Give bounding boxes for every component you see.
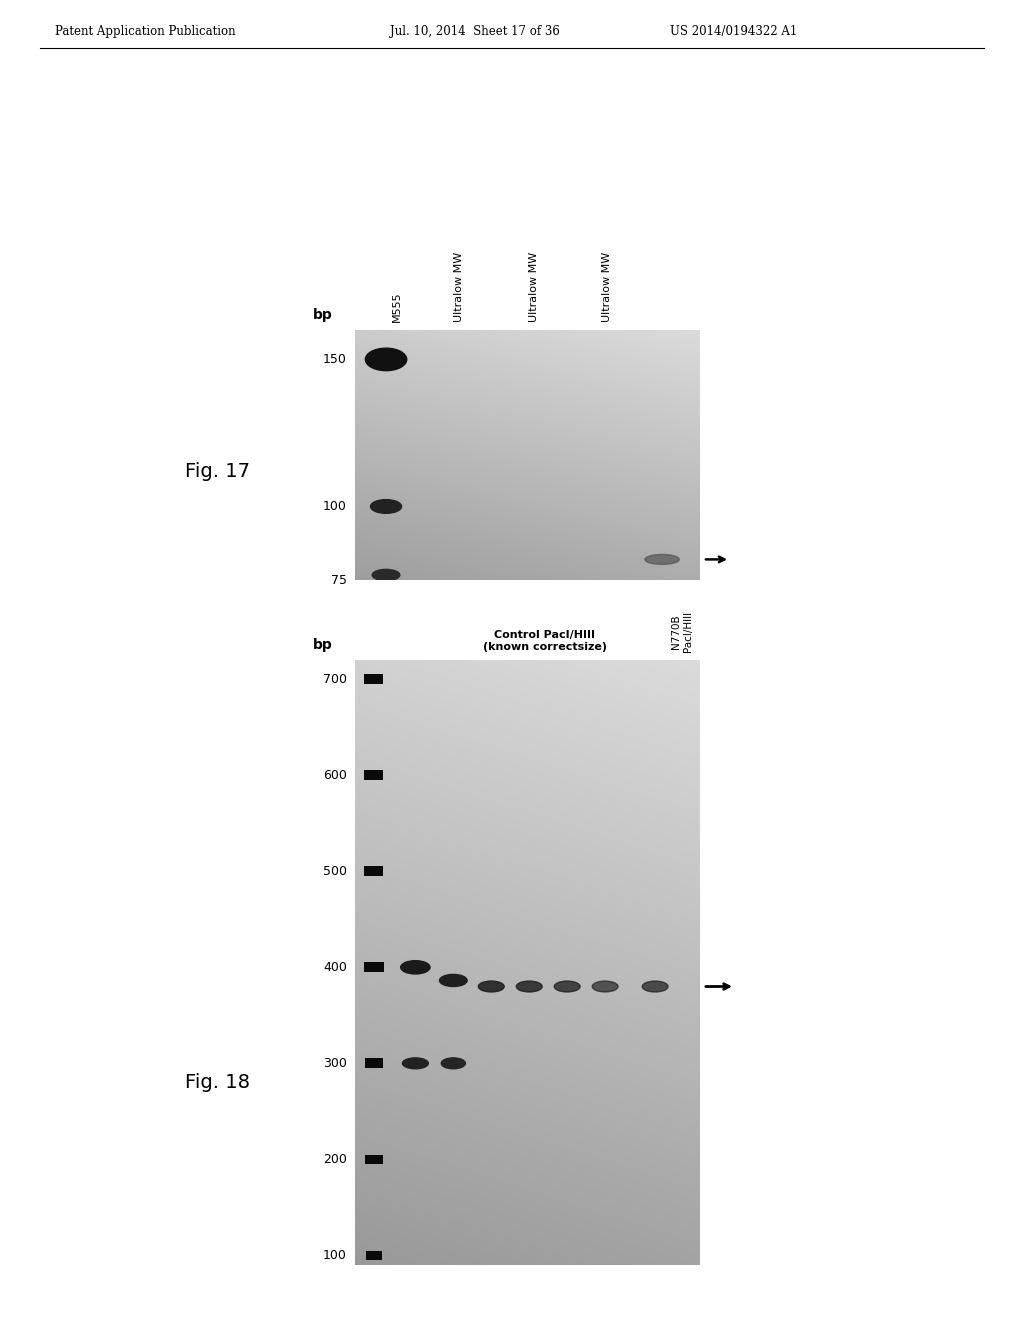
Text: Patent Application Publication: Patent Application Publication [55, 25, 236, 38]
Ellipse shape [554, 981, 581, 991]
Text: Ultralow MW: Ultralow MW [529, 252, 540, 322]
Ellipse shape [400, 961, 430, 974]
Text: 600: 600 [324, 768, 347, 781]
Bar [365, 675, 383, 684]
Bar [365, 1059, 383, 1068]
Bar [364, 962, 384, 972]
Text: Ultralow MW: Ultralow MW [454, 252, 464, 322]
Text: 400: 400 [324, 961, 347, 974]
Ellipse shape [366, 348, 407, 371]
Ellipse shape [516, 981, 542, 991]
Text: M555: M555 [391, 292, 401, 322]
Ellipse shape [439, 974, 467, 986]
Bar [366, 1155, 383, 1164]
Ellipse shape [478, 981, 504, 991]
Text: N770B
PacI/HIII: N770B PacI/HIII [671, 611, 693, 652]
Ellipse shape [371, 499, 401, 513]
Text: 100: 100 [324, 1249, 347, 1262]
Text: 75: 75 [331, 573, 347, 586]
Text: 100: 100 [324, 500, 347, 513]
Ellipse shape [642, 981, 668, 991]
Ellipse shape [373, 569, 399, 581]
Ellipse shape [402, 1057, 428, 1069]
Ellipse shape [441, 1057, 465, 1069]
Text: Fig. 18: Fig. 18 [185, 1073, 250, 1092]
Text: bp: bp [313, 638, 333, 652]
Bar [366, 1250, 382, 1261]
Bar [365, 771, 383, 780]
Text: 500: 500 [323, 865, 347, 878]
Text: Jul. 10, 2014  Sheet 17 of 36: Jul. 10, 2014 Sheet 17 of 36 [390, 25, 560, 38]
Text: Fig. 17: Fig. 17 [185, 462, 250, 480]
Text: 700: 700 [323, 673, 347, 685]
Text: 200: 200 [324, 1152, 347, 1166]
Text: Control PacI/HIII
(known correctsize): Control PacI/HIII (known correctsize) [482, 631, 607, 652]
Ellipse shape [592, 981, 618, 991]
Bar [365, 866, 383, 876]
Ellipse shape [645, 554, 679, 565]
Text: bp: bp [313, 308, 333, 322]
Text: Ultralow MW: Ultralow MW [602, 252, 612, 322]
Text: 150: 150 [324, 352, 347, 366]
Text: US 2014/0194322 A1: US 2014/0194322 A1 [670, 25, 798, 38]
Text: 300: 300 [324, 1057, 347, 1069]
